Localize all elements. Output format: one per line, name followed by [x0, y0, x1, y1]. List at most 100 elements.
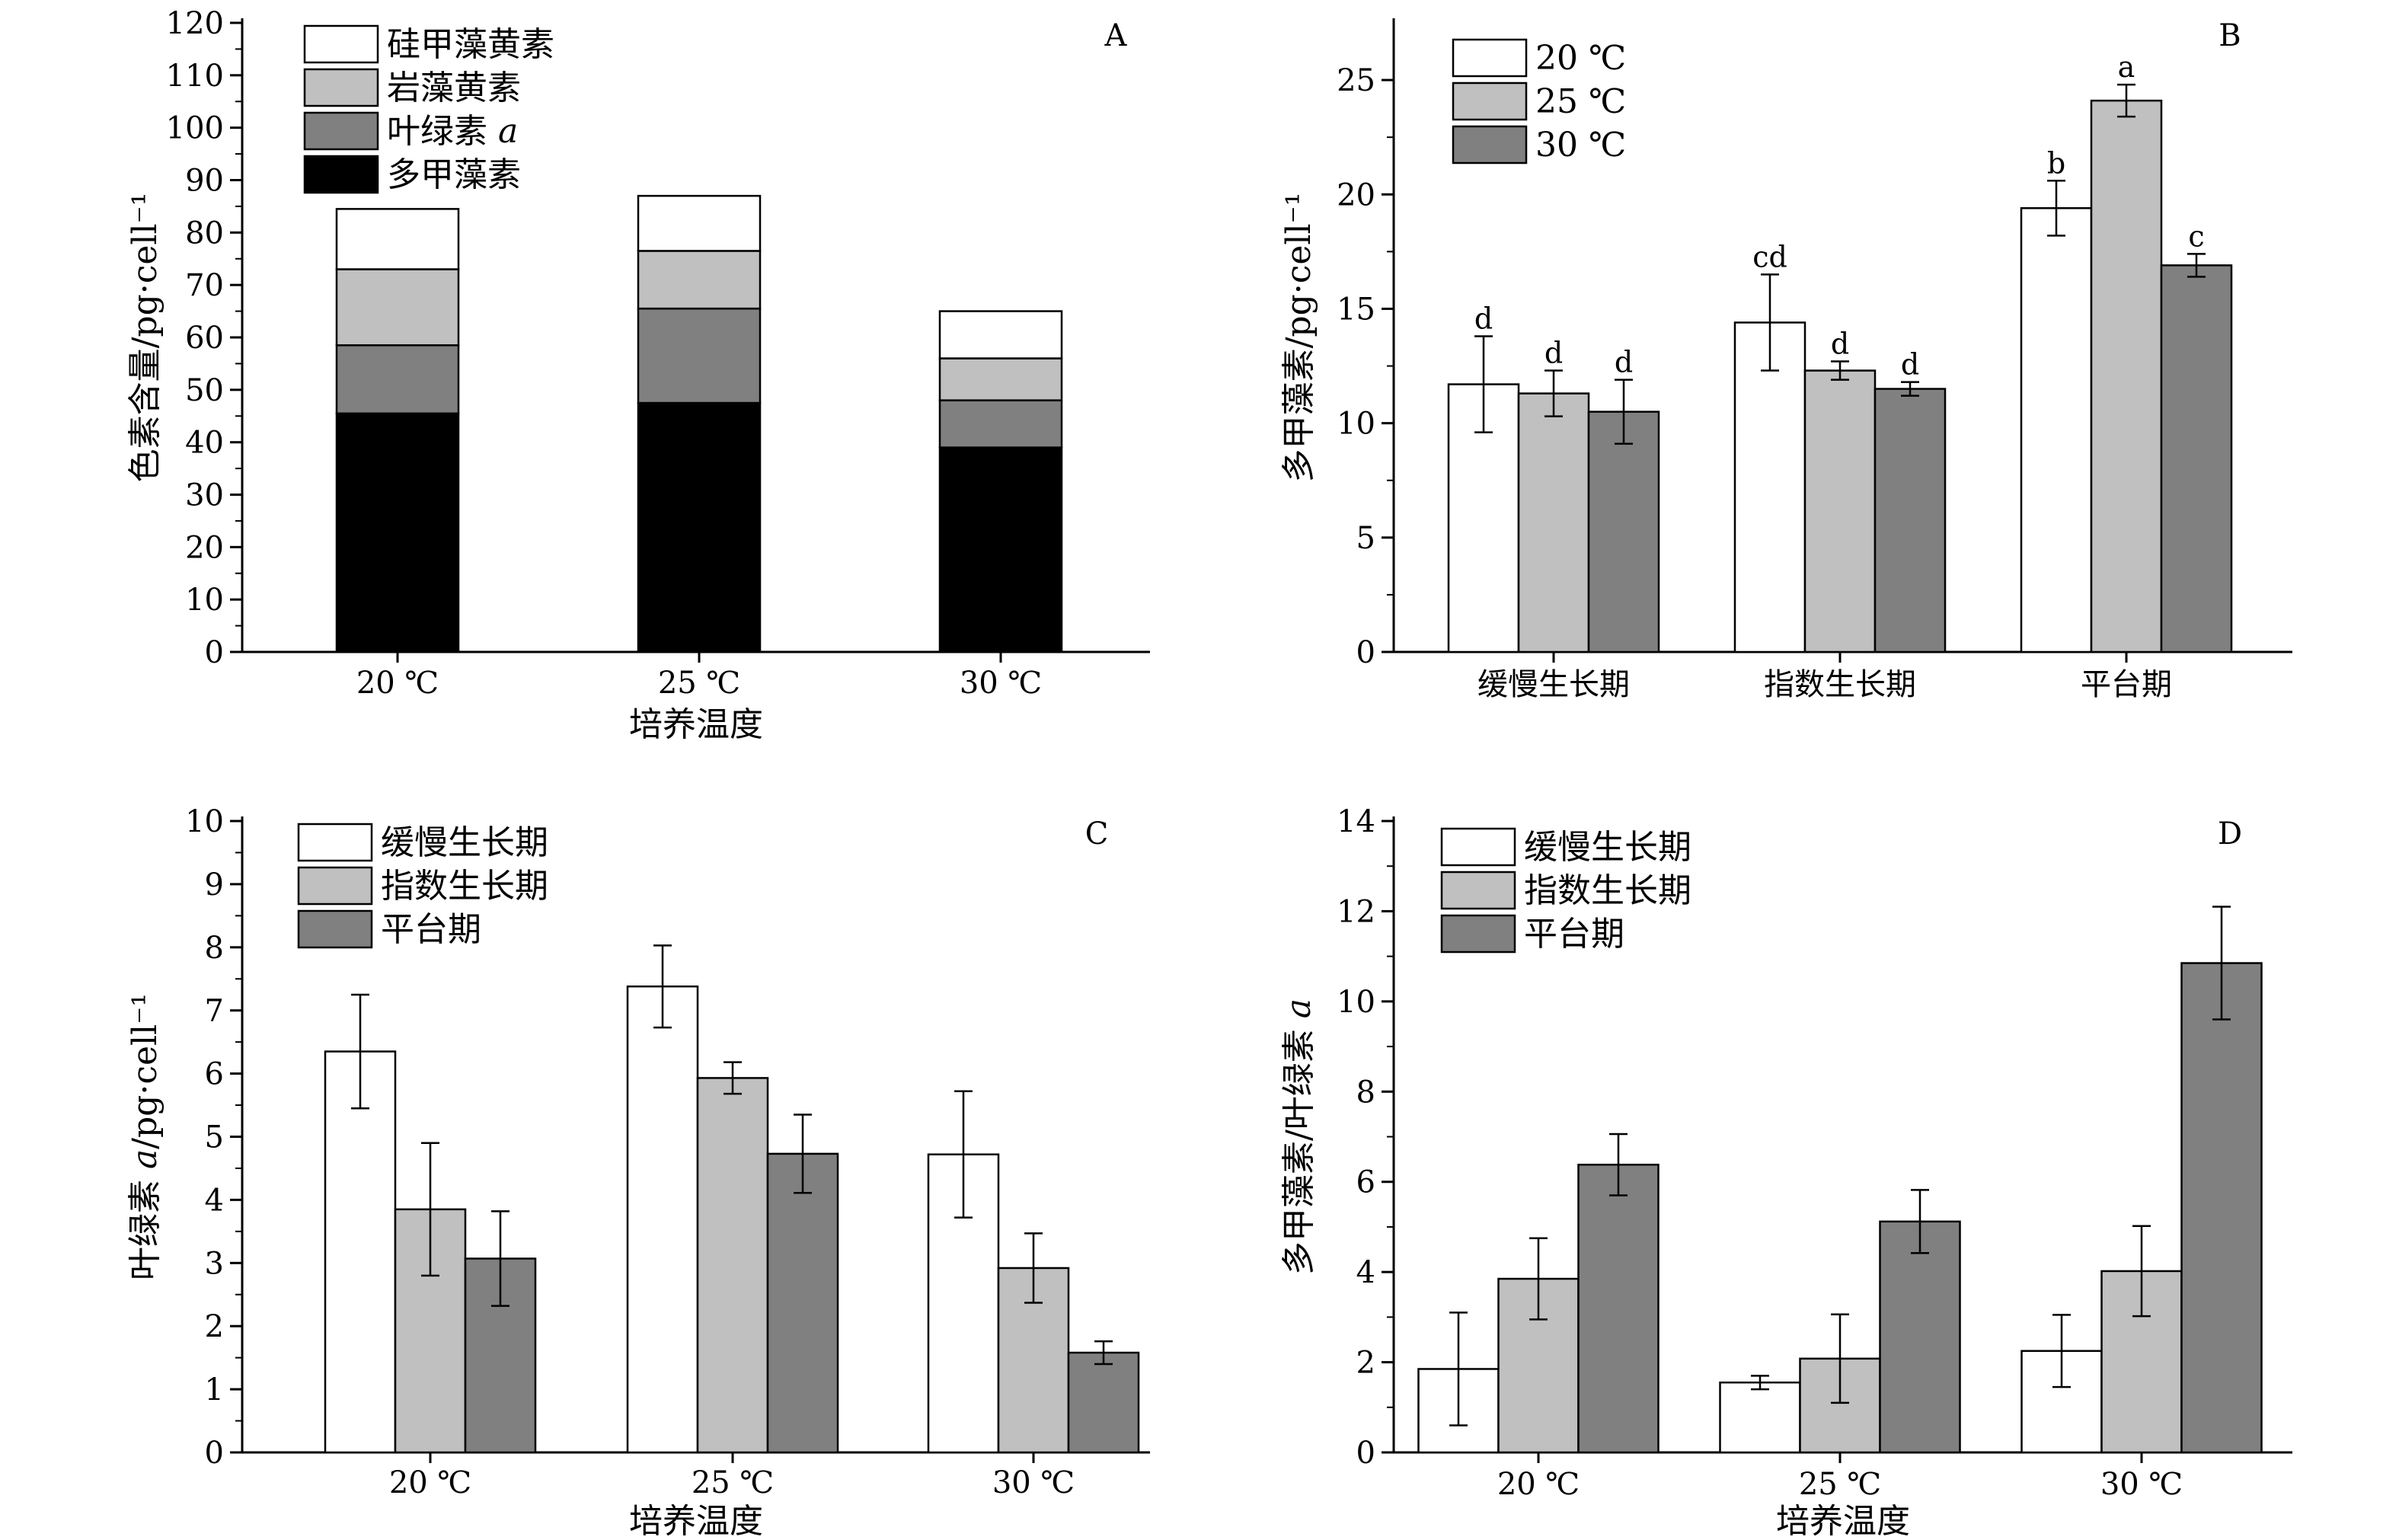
legend-label: 缓慢生长期	[381, 823, 548, 862]
legend-swatch	[303, 155, 379, 194]
y-tick-label: 2	[205, 1309, 224, 1344]
y-tick-label: 4	[205, 1183, 224, 1218]
panel-letter: D	[2218, 816, 2242, 851]
bar-segment	[335, 344, 460, 415]
bar-segment	[938, 399, 1063, 449]
y-tick-label: 12	[1337, 894, 1375, 929]
y-tick-label: 3	[205, 1246, 224, 1281]
panel-letter: A	[1104, 18, 1128, 53]
y-tick-label: 25	[1337, 63, 1375, 98]
x-axis-title: 培养温度	[1776, 1502, 1910, 1540]
bar	[324, 1050, 397, 1454]
legend-swatch	[1440, 827, 1516, 867]
x-tick-label: 30 ℃	[2100, 1467, 2183, 1502]
legend-swatch	[297, 909, 373, 949]
legend-swatch	[1452, 125, 1528, 165]
bar-segment	[938, 357, 1063, 401]
significance-label: d	[1615, 346, 1633, 379]
y-tick-label: 30	[185, 478, 224, 513]
legend-label: 平台期	[1524, 915, 1624, 954]
x-tick-label: 25 ℃	[1799, 1467, 1881, 1502]
bar-segment	[637, 194, 762, 252]
legend-label: 30 ℃	[1535, 126, 1626, 165]
panel-b: 0 5 10 15 20 25 缓慢生长期 指数生长期 平台期 多甲藻素/pg·cell⁻¹ Bd d…	[1279, 18, 2292, 702]
bar	[1879, 1220, 1961, 1454]
bar	[1874, 388, 1947, 653]
legend-label: 硅甲藻黄素	[387, 25, 554, 64]
significance-label: b	[2047, 146, 2065, 180]
legend-label: 指数生长期	[1524, 871, 1691, 910]
legend-label: 叶绿素 a	[387, 112, 518, 151]
legend-swatch	[1452, 38, 1528, 78]
y-tick-label: 1	[205, 1372, 224, 1407]
y-tick-label: 8	[205, 931, 224, 966]
y-tick-label: 120	[166, 6, 224, 41]
y-tick-label: 10	[185, 804, 224, 839]
bar-segment	[637, 401, 762, 653]
bar	[1587, 411, 1660, 653]
x-tick-label: 20 ℃	[1497, 1467, 1580, 1502]
bar-segment	[938, 310, 1063, 359]
y-tick-label: 4	[1356, 1255, 1375, 1290]
legend-label: 25 ℃	[1535, 82, 1626, 121]
y-axis-title-italic: a	[1279, 998, 1318, 1018]
y-tick-label: 80	[185, 216, 224, 251]
bar-segment	[335, 268, 460, 347]
bar	[766, 1152, 839, 1454]
bar	[696, 1077, 769, 1454]
bar	[1577, 1163, 1659, 1454]
significance-label: c	[2188, 219, 2204, 253]
y-tick-label: 10	[185, 583, 224, 618]
bar	[1517, 392, 1590, 653]
x-tick-label: 缓慢生长期	[1477, 667, 1630, 702]
legend-label-text: 叶绿素	[387, 112, 498, 151]
bar	[2090, 99, 2163, 653]
y-tick-label: 14	[1337, 804, 1375, 839]
bar	[1719, 1381, 1801, 1454]
y-tick-label: 0	[1356, 1436, 1375, 1471]
legend-label: 缓慢生长期	[1524, 828, 1691, 867]
panel-letter: C	[1085, 816, 1109, 851]
y-tick-label: 60	[185, 321, 224, 356]
y-tick-label: 2	[1356, 1346, 1375, 1381]
y-axis-title: 色素含量/pg·cell⁻¹	[126, 193, 165, 483]
bar	[1803, 369, 1877, 653]
panel-letter: B	[2219, 18, 2241, 53]
bar-segment	[335, 208, 460, 270]
bar	[1733, 321, 1806, 653]
y-tick-label: 0	[1356, 635, 1375, 670]
bar-segment	[335, 412, 460, 653]
significance-label: d	[1474, 302, 1493, 335]
legend-label-italic: a	[498, 112, 518, 151]
y-tick-label: 10	[1337, 407, 1375, 442]
x-tick-label: 平台期	[2081, 667, 2172, 702]
legend-swatch	[1440, 914, 1516, 954]
y-axis-title: 多甲藻素/pg·cell⁻¹	[1279, 193, 1318, 483]
y-tick-label: 15	[1337, 292, 1375, 327]
y-axis-title-italic: a	[126, 1149, 165, 1169]
bar	[2180, 962, 2263, 1454]
y-tick-label: 110	[166, 59, 224, 94]
legend-swatch	[303, 68, 379, 107]
panel-c: 0 1 2 3 4 5 6 7 8 9 10 20 ℃ 25 ℃ 30 ℃ 培养温度 叶绿素 a/pg·cel…	[126, 804, 1150, 1540]
y-tick-label: 20	[185, 530, 224, 565]
x-axis-title: 培养温度	[629, 1502, 763, 1540]
y-tick-label: 90	[185, 164, 224, 199]
legend-label: 20 ℃	[1535, 39, 1626, 78]
y-tick-label: 8	[1356, 1075, 1375, 1110]
significance-label: cd	[1752, 240, 1787, 273]
legend-label: 指数生长期	[381, 867, 548, 906]
x-tick-label: 25 ℃	[658, 666, 740, 701]
significance-label: d	[1831, 327, 1849, 361]
y-tick-label: 5	[205, 1120, 224, 1155]
x-tick-label: 20 ℃	[356, 666, 439, 701]
y-tick-label: 0	[205, 1436, 224, 1471]
bar	[2020, 207, 2093, 653]
legend-label: 平台期	[381, 910, 481, 949]
legend-swatch	[303, 111, 379, 151]
significance-label: a	[2118, 50, 2135, 84]
bar-segment	[637, 307, 762, 404]
y-tick-label: 10	[1337, 985, 1375, 1020]
legend-label: 岩藻黄素	[387, 69, 521, 107]
legend-swatch	[297, 866, 373, 906]
